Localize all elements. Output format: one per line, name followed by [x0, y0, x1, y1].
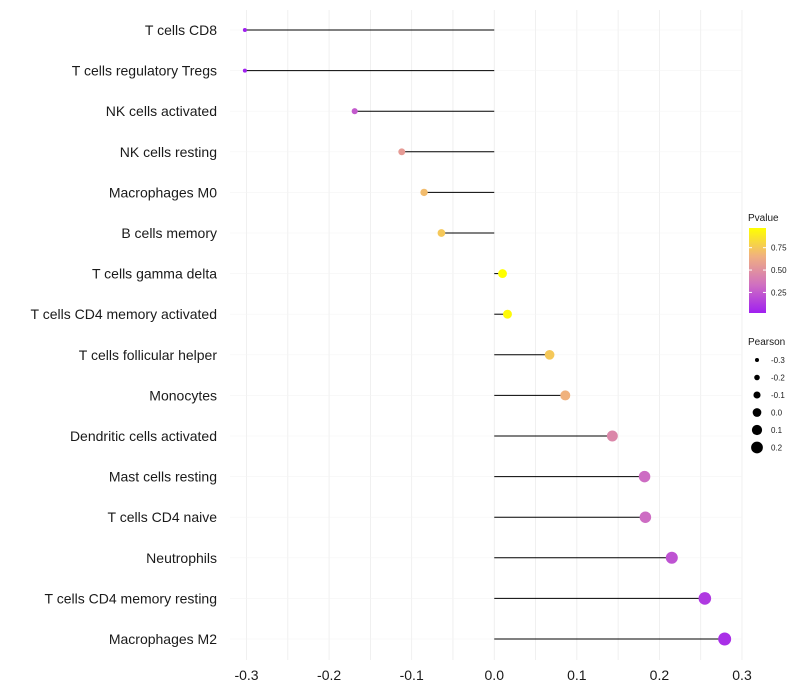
category-label: T cells CD4 memory resting — [45, 590, 217, 606]
x-tick-label: -0.1 — [400, 667, 424, 683]
category-label: B cells memory — [121, 225, 217, 241]
category-label: T cells CD8 — [145, 22, 217, 38]
size-legend-dot — [752, 408, 762, 417]
pvalue-legend-title: Pvalue — [748, 213, 779, 224]
x-tick-label: -0.3 — [234, 667, 258, 683]
category-labels: T cells CD8 T cells regulatory Tregs NK ce… — [31, 22, 218, 647]
point — [718, 632, 732, 646]
pearson-legend: Pearson -0.3 -0.2 -0.1 0.0 0.1 0.2 — [748, 337, 785, 454]
category-label: Macrophages M0 — [109, 184, 217, 200]
pearson-legend-title: Pearson — [748, 337, 785, 348]
point — [437, 229, 446, 237]
size-legend-dot — [753, 391, 761, 399]
category-label: T cells CD4 naive — [108, 509, 218, 525]
x-axis-ticks: -0.3 -0.2 -0.1 0.0 0.1 0.2 0.3 — [234, 667, 751, 683]
x-tick-label: 0.0 — [485, 667, 505, 683]
colorbar-label: 0.75 — [771, 244, 787, 253]
point — [665, 551, 678, 564]
size-legend-label: -0.1 — [771, 391, 785, 400]
point — [606, 430, 618, 442]
size-legend-dot — [754, 374, 760, 381]
point — [560, 390, 571, 401]
colorbar-label: 0.25 — [771, 288, 787, 297]
points — [242, 28, 732, 646]
point — [242, 28, 247, 32]
size-legend-label: 0.1 — [771, 426, 783, 435]
stems — [244, 29, 725, 640]
size-legend-dot — [754, 357, 760, 363]
point — [544, 349, 555, 360]
point — [503, 309, 512, 319]
point — [398, 148, 406, 156]
size-legend-label: -0.2 — [771, 374, 785, 383]
point — [420, 188, 428, 197]
category-label: Mast cells resting — [109, 469, 217, 485]
category-label: T cells CD4 memory activated — [31, 306, 217, 322]
category-label: T cells regulatory Tregs — [72, 63, 217, 79]
category-label: Dendritic cells activated — [70, 428, 217, 444]
category-label: T cells gamma delta — [92, 266, 217, 282]
x-tick-label: 0.2 — [650, 667, 670, 683]
grid — [230, 10, 743, 660]
category-label: NK cells resting — [120, 144, 217, 160]
size-legend-label: 0.2 — [771, 444, 783, 453]
pvalue-legend: Pvalue 0.25 0.50 0.75 — [748, 213, 787, 313]
x-tick-label: 0.3 — [732, 667, 752, 683]
category-label: Macrophages M2 — [109, 631, 217, 647]
point — [638, 470, 651, 483]
point — [498, 269, 507, 279]
size-legend-dot — [751, 424, 763, 436]
size-legend-dot — [751, 441, 763, 454]
pvalue-colorbar — [749, 228, 766, 313]
category-label: NK cells activated — [106, 103, 217, 119]
point — [639, 511, 652, 523]
size-legend-label: 0.0 — [771, 409, 783, 418]
point — [698, 592, 712, 605]
point — [242, 68, 247, 73]
size-legend-label: -0.3 — [771, 356, 785, 365]
point — [351, 108, 358, 115]
x-tick-label: -0.2 — [317, 667, 341, 683]
category-label: Monocytes — [149, 387, 217, 403]
x-tick-label: 0.1 — [567, 667, 587, 683]
category-label: T cells follicular helper — [79, 347, 218, 363]
colorbar-label: 0.50 — [771, 266, 787, 275]
category-label: Neutrophils — [146, 550, 217, 566]
